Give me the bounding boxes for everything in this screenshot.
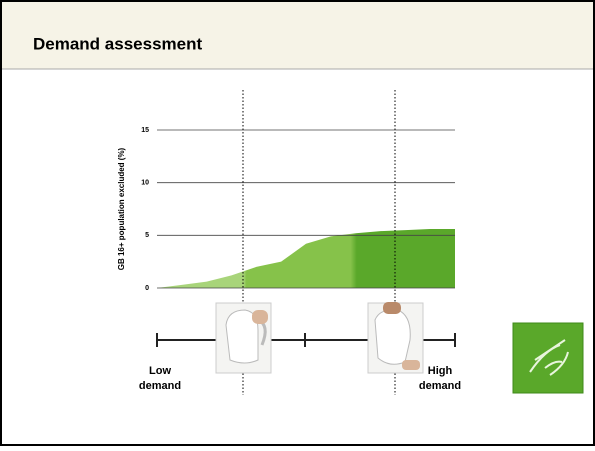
kettle-photo <box>215 302 272 374</box>
area <box>157 229 455 288</box>
scale-label: demand <box>139 380 181 392</box>
header-band <box>2 2 593 69</box>
y-tick-label: 10 <box>141 180 149 187</box>
y-tick-label: 5 <box>145 232 149 239</box>
plot: 0 5 10 15 <box>141 127 455 292</box>
kettle-photo <box>367 302 424 374</box>
y-axis-label: GB 16+ population excluded (%) <box>117 147 126 270</box>
scale-label: Low <box>149 365 171 377</box>
title: Demand assessment <box>33 34 202 53</box>
sign-icon <box>512 322 584 394</box>
y-tick-label: 15 <box>141 127 149 134</box>
scale-label: demand <box>419 380 461 392</box>
scale-label: High <box>428 365 453 377</box>
y-tick-label: 0 <box>145 285 149 292</box>
